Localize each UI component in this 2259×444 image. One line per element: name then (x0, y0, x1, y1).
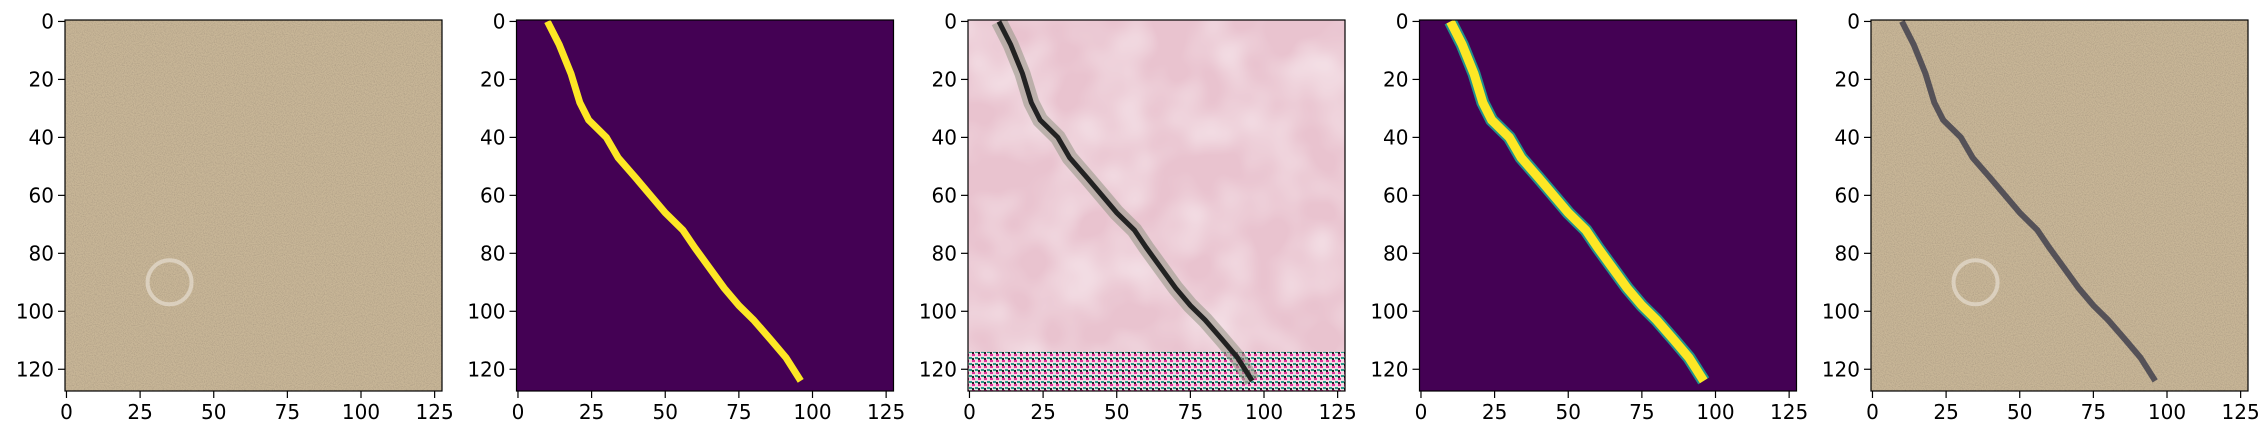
x-tick-label: 25 (1030, 400, 1055, 424)
y-tick-label: 60 (1835, 183, 1860, 207)
y-tick-label: 100 (467, 299, 505, 323)
y-tick-label: 20 (1835, 67, 1860, 91)
y-tick-label: 80 (932, 241, 957, 265)
y-tick-label: 40 (1835, 125, 1860, 149)
image-panel: 0 25 50 75 100 125 0 20 40 60 80 100 120 (1822, 9, 2259, 424)
y-tick-label: 80 (1383, 241, 1408, 265)
y-tick-label: 40 (1383, 125, 1408, 149)
y-tick-label: 80 (29, 241, 54, 265)
image-panel: 0 25 50 75 100 125 0 20 40 60 80 100 120 (919, 9, 1357, 424)
x-tick-label: 50 (2007, 400, 2032, 424)
x-tick-label: 75 (1178, 400, 1203, 424)
y-tick-label: 100 (1370, 299, 1408, 323)
x-tick-label: 0 (1415, 400, 1428, 424)
x-tick-label: 125 (2222, 400, 2259, 424)
y-tick-label: 0 (41, 9, 54, 33)
x-tick-label: 75 (275, 400, 300, 424)
y-tick-label: 120 (919, 357, 957, 381)
x-tick-label: 125 (867, 400, 905, 424)
y-tick-label: 40 (480, 125, 505, 149)
axes-frame (967, 19, 1346, 392)
y-tick-label: 80 (1835, 241, 1860, 265)
x-tick-label: 100 (342, 400, 380, 424)
y-tick-label: 120 (1822, 357, 1860, 381)
y-tick-label: 60 (29, 183, 54, 207)
x-tick-label: 75 (1629, 400, 1654, 424)
crack (1899, 20, 2158, 383)
y-tick-label: 60 (1383, 183, 1408, 207)
x-tick-label: 0 (60, 400, 73, 424)
artifact-band (968, 351, 1345, 391)
x-tick-label: 125 (1319, 400, 1357, 424)
y-tick-label: 120 (467, 357, 505, 381)
texture (65, 20, 442, 391)
crack (544, 20, 804, 383)
image-content (968, 20, 1345, 391)
x-tick-label: 100 (2148, 400, 2186, 424)
x-tick-label: 25 (1482, 400, 1507, 424)
image-panel: 0 25 50 75 100 125 0 20 40 60 80 100 120 (16, 9, 454, 424)
stain (145, 258, 194, 307)
x-tick-label: 75 (2081, 400, 2106, 424)
image-panel: 0 25 50 75 100 125 0 20 40 60 80 100 120 (467, 9, 905, 424)
x-tick-label: 50 (201, 400, 226, 424)
y-tick-label: 0 (1847, 9, 1860, 33)
stain (1951, 258, 2000, 307)
y-tick-label: 40 (29, 125, 54, 149)
axes-frame (1870, 19, 2249, 392)
x-tick-label: 100 (1696, 400, 1734, 424)
y-tick-label: 20 (1383, 67, 1408, 91)
crack (1446, 20, 1708, 384)
x-tick-label: 0 (512, 400, 525, 424)
y-tick-label: 40 (932, 125, 957, 149)
image-content (516, 20, 894, 391)
x-tick-label: 25 (127, 400, 152, 424)
texture (1871, 20, 2248, 391)
x-tick-label: 100 (793, 400, 831, 424)
image-content (65, 20, 442, 391)
x-tick-label: 125 (1770, 400, 1808, 424)
x-tick-label: 25 (579, 400, 604, 424)
x-tick-label: 125 (416, 400, 454, 424)
y-tick-label: 80 (480, 241, 505, 265)
image-panel: 0 25 50 75 100 125 0 20 40 60 80 100 120 (1370, 9, 1808, 424)
y-tick-label: 20 (480, 67, 505, 91)
y-tick-label: 20 (932, 67, 957, 91)
crack (996, 20, 1255, 383)
y-tick-label: 60 (932, 183, 957, 207)
image-content (1419, 20, 1797, 391)
y-tick-label: 20 (29, 67, 54, 91)
x-tick-label: 0 (963, 400, 976, 424)
axes-frame (515, 19, 895, 392)
x-tick-label: 100 (1245, 400, 1283, 424)
background (516, 20, 894, 391)
x-tick-label: 75 (726, 400, 751, 424)
x-tick-label: 25 (1933, 400, 1958, 424)
y-tick-label: 100 (16, 299, 54, 323)
axes-frame (64, 19, 443, 392)
y-tick-label: 100 (1822, 299, 1860, 323)
y-tick-label: 0 (493, 9, 506, 33)
y-tick-label: 60 (480, 183, 505, 207)
x-tick-label: 50 (1104, 400, 1129, 424)
image-content (1871, 20, 2248, 391)
x-tick-label: 0 (1866, 400, 1879, 424)
x-tick-label: 50 (653, 400, 678, 424)
y-tick-label: 120 (1370, 357, 1408, 381)
y-tick-label: 0 (1396, 9, 1409, 33)
axes-frame (1418, 19, 1798, 392)
y-tick-label: 120 (16, 357, 54, 381)
y-tick-label: 100 (919, 299, 957, 323)
y-tick-label: 0 (944, 9, 957, 33)
x-tick-label: 50 (1556, 400, 1581, 424)
